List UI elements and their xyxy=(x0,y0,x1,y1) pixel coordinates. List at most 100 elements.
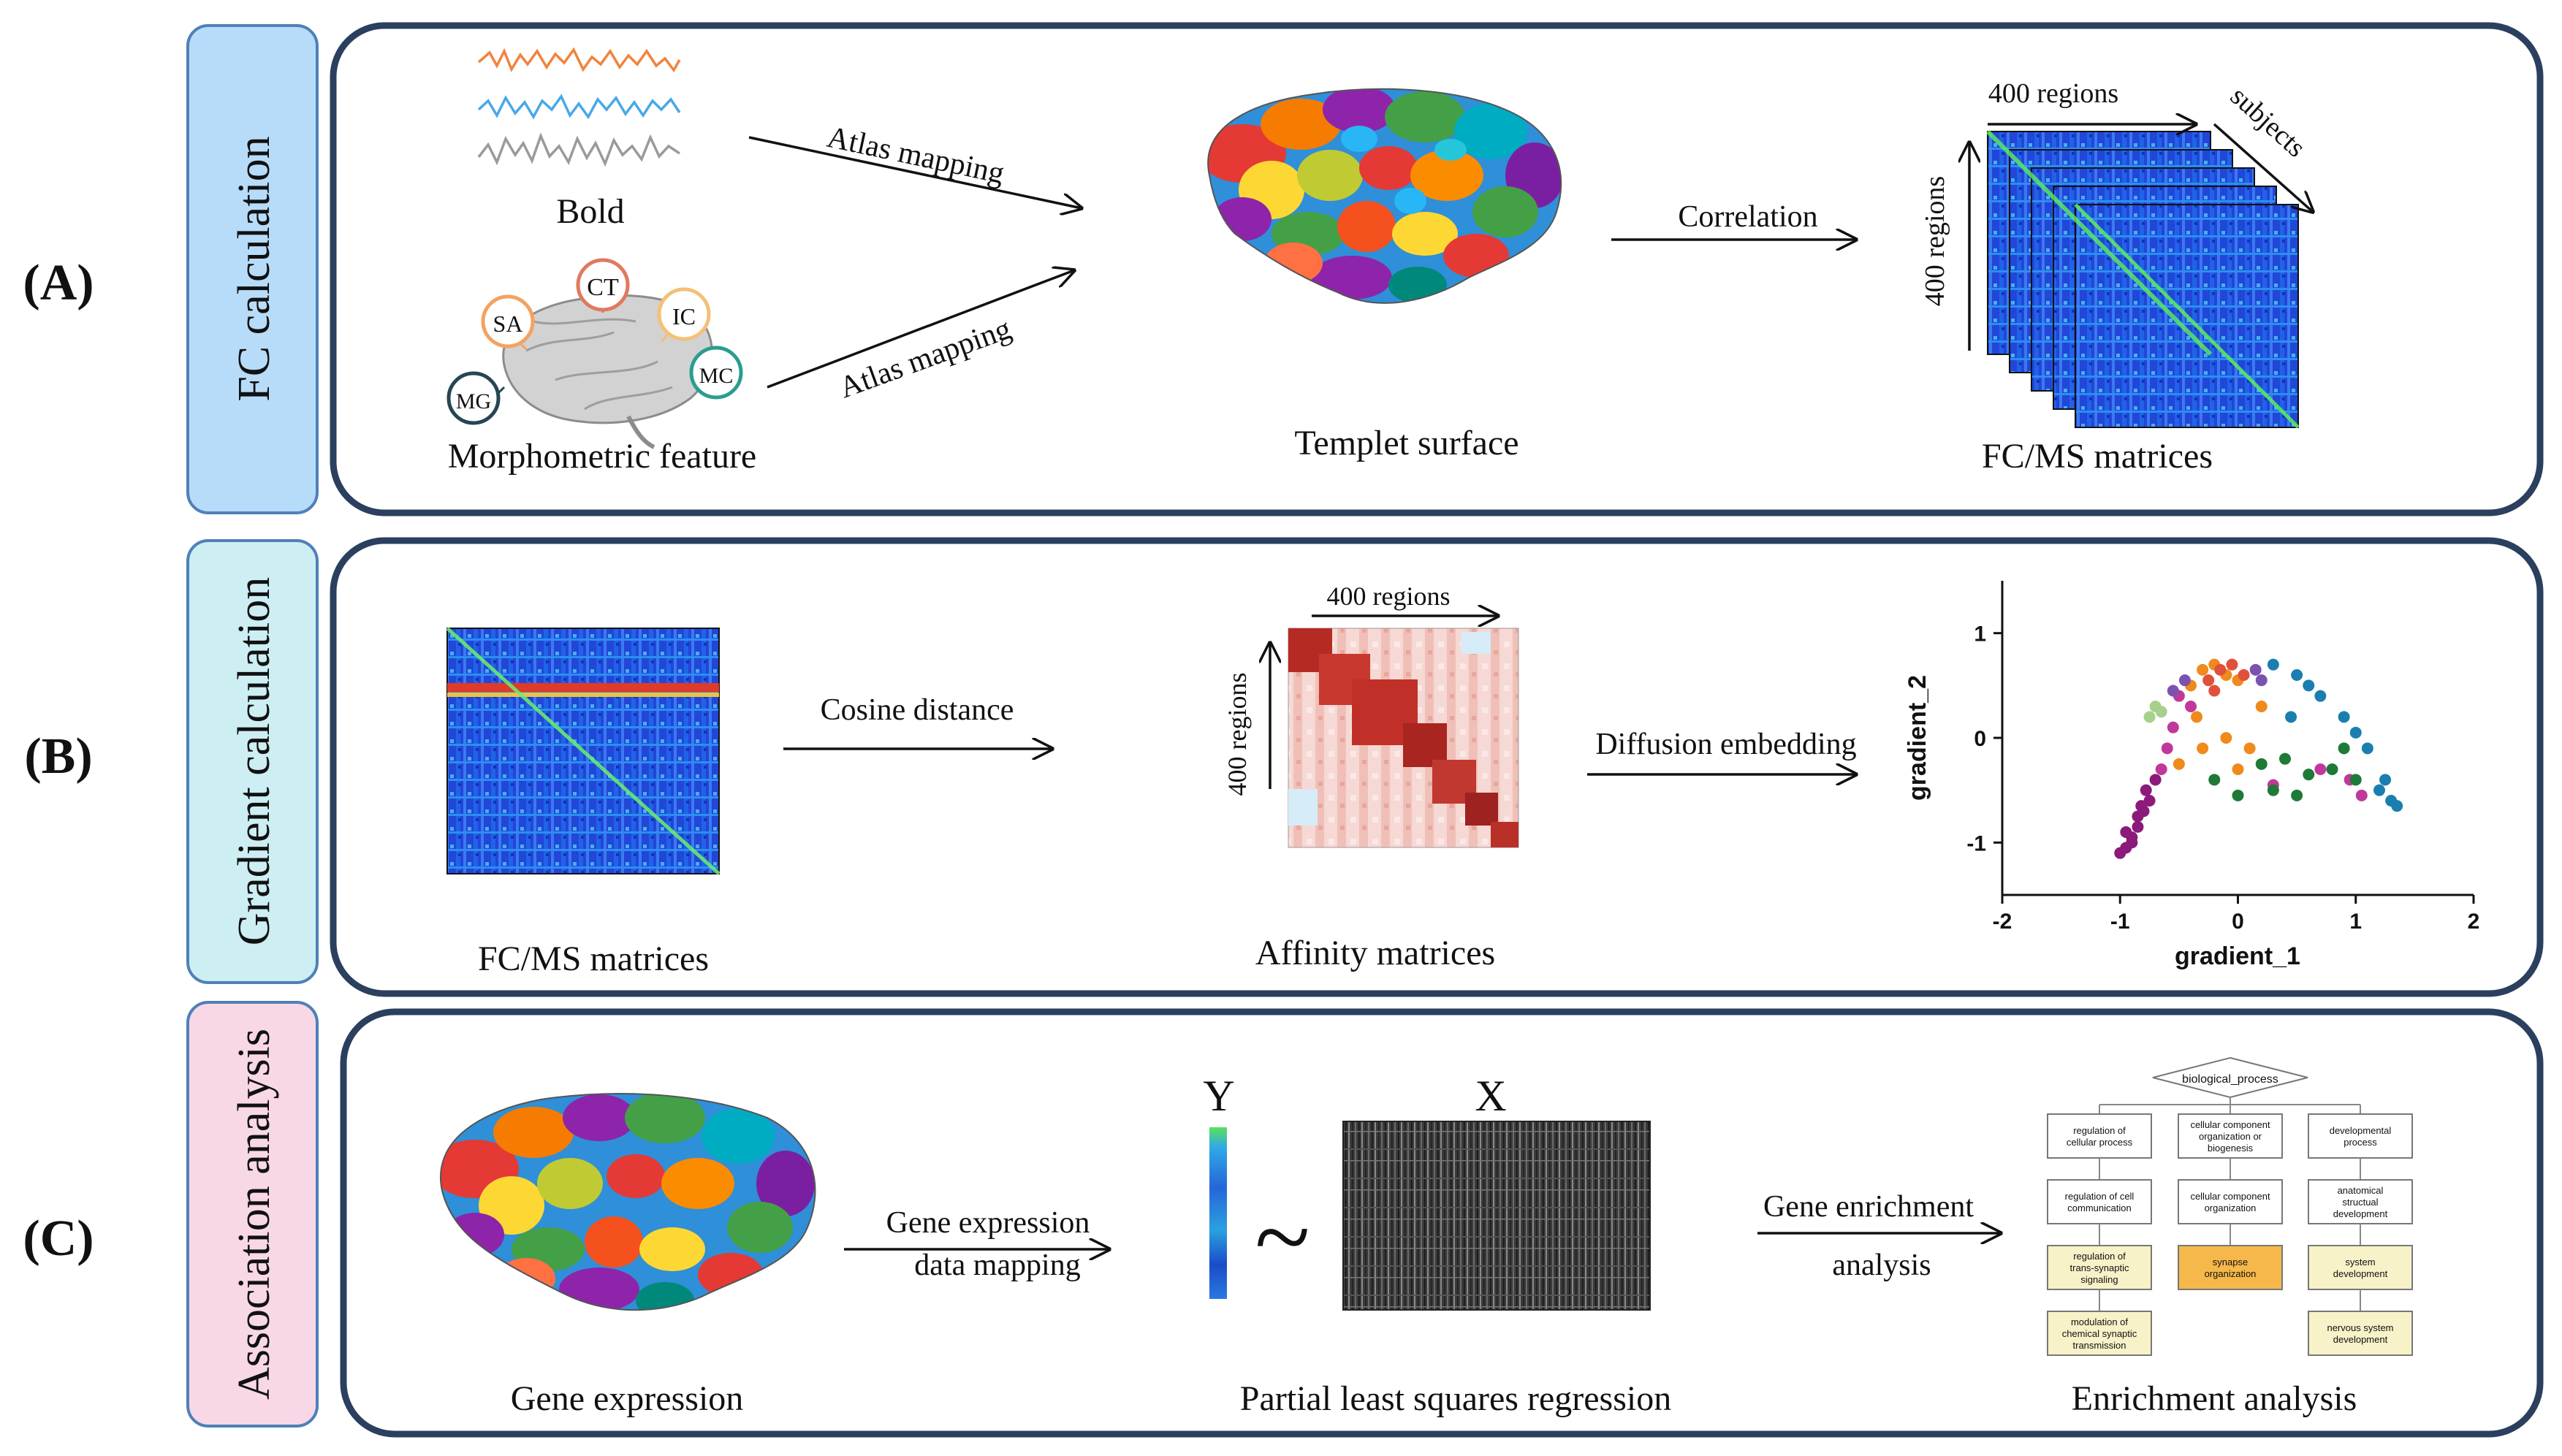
scatter-point-purple xyxy=(2120,826,2132,838)
bold-trace-gray xyxy=(477,132,680,167)
go-node-label: biogenesis xyxy=(2208,1143,2254,1154)
diffusion-embedding-label: Diffusion embedding xyxy=(1595,728,1856,761)
go-node-label: communication xyxy=(2067,1202,2131,1213)
scatter-point-green xyxy=(2326,763,2338,775)
atlas-mapping-arrow-top xyxy=(748,136,1082,208)
gradient-scatter-plot: -2 -1 0 1 2 1 0 -1 gradient_1 gradient_2 xyxy=(1904,581,2479,970)
scatter-point-green xyxy=(2279,752,2291,765)
regions-top-label-b: 400 regions xyxy=(1327,582,1451,611)
panel-a-frame xyxy=(330,22,2544,517)
y-variable-label: Y xyxy=(1203,1072,1234,1120)
y-tick-label: 0 xyxy=(1974,727,1986,751)
go-node-label: signaling xyxy=(2080,1274,2118,1285)
y-vector xyxy=(1209,1127,1227,1299)
go-node-label: structual xyxy=(2342,1197,2378,1208)
atlas-mapping-label-top: Atlas mapping xyxy=(824,121,1007,191)
affinity-matrices-label: Affinity matrices xyxy=(1255,934,1495,972)
go-root-label: biological_process xyxy=(2182,1073,2278,1086)
gray-brain-illustration xyxy=(502,294,713,449)
go-node-label: synapse xyxy=(2213,1257,2248,1268)
go-node xyxy=(2178,1113,2283,1159)
go-node xyxy=(2308,1113,2413,1159)
scatter-point-purple xyxy=(2135,800,2148,812)
x-tick-label: -1 xyxy=(2110,910,2130,934)
scatter-point-green xyxy=(2255,758,2268,770)
scatter-point-magenta xyxy=(2155,763,2167,775)
bold-signal-traces xyxy=(477,47,681,167)
scatter-point-violet xyxy=(2249,663,2262,676)
scatter-point-teal xyxy=(2349,726,2362,739)
morph-feature-callouts: CT SA IC MC MG xyxy=(446,258,743,425)
go-node-label: organization xyxy=(2205,1202,2257,1213)
feature-ct-label: CT xyxy=(587,274,619,301)
panel-c-frame xyxy=(340,1008,2544,1438)
go-node-label: process xyxy=(2344,1137,2377,1148)
templet-surface-label: Templet surface xyxy=(1294,424,1518,462)
subjects-arrow xyxy=(2213,123,2313,212)
go-node xyxy=(2047,1113,2152,1159)
scatter-point-orange xyxy=(2173,758,2185,770)
feature-mc-label: MC xyxy=(699,364,734,388)
scatter-point-teal xyxy=(2303,679,2315,692)
go-node-label: development xyxy=(2333,1268,2388,1279)
scatter-point-green xyxy=(2291,789,2303,801)
go-root-connectors xyxy=(2099,1097,2361,1114)
y-tick-label: -1 xyxy=(1966,831,1986,855)
go-node-label: system xyxy=(2345,1257,2375,1268)
feature-sa-circle xyxy=(481,294,535,348)
scatter-point-green xyxy=(2303,769,2315,781)
scatter-point-teal xyxy=(2291,669,2303,681)
y-tick-label: 1 xyxy=(1974,622,1986,647)
go-node xyxy=(2308,1245,2413,1290)
go-node-label: cellular component xyxy=(2190,1191,2270,1202)
fc-ms-matrices-label-a: FC/MS matrices xyxy=(1982,437,2213,476)
go-node-label: regulation of cell xyxy=(2065,1191,2135,1202)
tilde-symbol: ~ xyxy=(1255,1181,1310,1294)
scatter-point-green xyxy=(2338,742,2350,755)
gene-enrichment-label-2: analysis xyxy=(1832,1249,1931,1282)
scatter-point-red xyxy=(2208,685,2221,697)
correlation-label: Correlation xyxy=(1678,200,1817,234)
scatter-point-magenta xyxy=(2167,721,2179,733)
go-node xyxy=(2178,1179,2283,1224)
panel-letter-c: (C) xyxy=(23,1211,94,1267)
cosine-distance-label: Cosine distance xyxy=(821,693,1014,727)
scatter-point-orange xyxy=(2255,701,2268,712)
scatter-point-purple xyxy=(2140,784,2152,796)
scatter-point-teal xyxy=(2267,658,2279,671)
enrichment-analysis-label: Enrichment analysis xyxy=(2072,1379,2357,1418)
scatter-point-red xyxy=(2202,674,2215,687)
scatter-y-label: gradient_2 xyxy=(1904,675,1931,801)
scatter-point-magenta xyxy=(2355,789,2368,801)
scatter-point-orange xyxy=(2232,763,2244,775)
scatter-point-violet xyxy=(2167,685,2179,697)
scatter-point-red xyxy=(2238,669,2250,681)
scatter-x-label: gradient_1 xyxy=(2175,942,2300,970)
scatter-point-orange xyxy=(2243,742,2256,755)
template-brain-outline xyxy=(1207,88,1562,304)
feature-mg-circle xyxy=(446,371,501,425)
tab-gradient-calculation xyxy=(186,539,319,984)
go-node-label: organization or xyxy=(2199,1131,2262,1142)
go-node xyxy=(2047,1245,2152,1290)
tab-gradient-calculation-label: Gradient calculation xyxy=(229,577,279,945)
go-node xyxy=(2308,1311,2413,1356)
tab-association-analysis-label: Association analysis xyxy=(229,1029,279,1400)
scatter-point-purple xyxy=(2149,774,2162,786)
go-node-label: development xyxy=(2333,1208,2388,1219)
go-node-label: modulation of xyxy=(2071,1316,2128,1327)
scatter-point-orange xyxy=(2191,711,2203,723)
panel-letter-a: (A) xyxy=(23,255,94,311)
scatter-point-magenta xyxy=(2161,742,2173,755)
x-tick-label: -2 xyxy=(1993,910,2012,934)
scatter-point-lightgreen xyxy=(2143,711,2156,723)
scatter-point-violet xyxy=(2178,674,2191,687)
feature-mg-label: MG xyxy=(456,389,491,413)
scatter-point-green xyxy=(2267,784,2279,796)
tab-fc-calculation-label: FC calculation xyxy=(229,136,279,401)
scatter-point-red xyxy=(2214,663,2227,676)
scatter-point-teal xyxy=(2373,784,2385,796)
tab-fc-calculation xyxy=(186,24,319,514)
scatter-point-teal xyxy=(2385,795,2398,807)
bold-label: Bold xyxy=(556,192,624,231)
